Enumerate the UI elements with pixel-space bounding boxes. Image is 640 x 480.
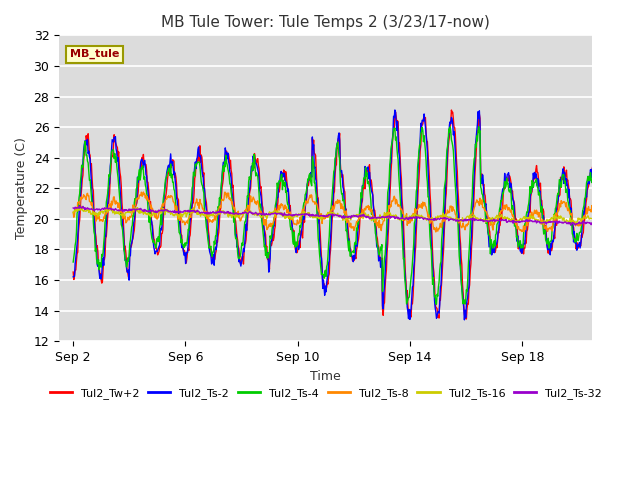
Line: Tul2_Ts-2: Tul2_Ts-2 — [73, 110, 593, 320]
Tul2_Ts-16 — [69, 210, 77, 216]
Tul2_Ts-16 — [385, 211, 393, 217]
Tul2_Ts-4 — [385, 186, 392, 192]
Tul2_Ts-2 — [465, 286, 472, 292]
Y-axis label: Temperature (C): Temperature (C) — [15, 137, 28, 239]
Tul2_Ts-16 — [102, 205, 109, 211]
Tul2_Ts-16 — [540, 221, 548, 227]
Tul2_Ts-4 — [101, 219, 109, 225]
Tul2_Ts-2 — [101, 233, 109, 239]
Tul2_Ts-2 — [461, 317, 468, 323]
Tul2_Ts-32 — [401, 216, 408, 222]
Text: MB_tule: MB_tule — [70, 49, 119, 60]
Tul2_Ts-32 — [589, 221, 596, 227]
Tul2_Ts-16 — [517, 216, 525, 222]
Tul2_Tw+2 — [371, 207, 379, 213]
Tul2_Ts-4 — [69, 259, 77, 265]
Tul2_Ts-16 — [401, 216, 408, 222]
Tul2_Ts-2 — [69, 274, 77, 280]
Line: Tul2_Ts-32: Tul2_Ts-32 — [73, 206, 593, 225]
Tul2_Ts-4 — [433, 301, 440, 307]
Tul2_Ts-2 — [518, 250, 525, 256]
Tul2_Ts-8 — [518, 228, 525, 234]
Tul2_Ts-16 — [464, 213, 472, 219]
Tul2_Ts-4 — [464, 279, 472, 285]
Tul2_Ts-8 — [385, 203, 393, 208]
Tul2_Ts-4 — [589, 178, 596, 184]
Tul2_Ts-32 — [372, 215, 380, 221]
Tul2_Tw+2 — [385, 228, 392, 233]
Tul2_Ts-8 — [69, 209, 77, 215]
Tul2_Tw+2 — [69, 269, 77, 275]
Tul2_Ts-2 — [391, 107, 399, 113]
Tul2_Ts-32 — [567, 222, 575, 228]
Tul2_Ts-2 — [401, 266, 408, 272]
Tul2_Tw+2 — [589, 165, 596, 170]
Tul2_Ts-2 — [385, 212, 392, 217]
Tul2_Ts-4 — [400, 255, 408, 261]
Tul2_Tw+2 — [518, 250, 525, 256]
Tul2_Ts-4 — [475, 124, 483, 130]
Tul2_Ts-16 — [372, 215, 380, 221]
Tul2_Ts-16 — [77, 203, 85, 209]
Tul2_Ts-8 — [432, 229, 440, 235]
Line: Tul2_Ts-8: Tul2_Ts-8 — [73, 192, 593, 232]
Tul2_Ts-32 — [464, 216, 472, 222]
Tul2_Tw+2 — [447, 107, 455, 113]
Tul2_Ts-32 — [77, 203, 84, 209]
Tul2_Ts-8 — [101, 211, 109, 216]
Tul2_Tw+2 — [101, 253, 109, 259]
Tul2_Ts-2 — [589, 167, 596, 173]
Title: MB Tule Tower: Tule Temps 2 (3/23/17-now): MB Tule Tower: Tule Temps 2 (3/23/17-now… — [161, 15, 490, 30]
Tul2_Tw+2 — [465, 301, 472, 307]
Tul2_Tw+2 — [400, 234, 408, 240]
Tul2_Ts-8 — [401, 217, 408, 223]
Tul2_Ts-2 — [371, 222, 379, 228]
Tul2_Ts-16 — [589, 216, 596, 222]
Legend: Tul2_Tw+2, Tul2_Ts-2, Tul2_Ts-4, Tul2_Ts-8, Tul2_Ts-16, Tul2_Ts-32: Tul2_Tw+2, Tul2_Ts-2, Tul2_Ts-4, Tul2_Ts… — [45, 383, 606, 403]
Tul2_Ts-32 — [385, 214, 393, 219]
Tul2_Ts-32 — [517, 219, 525, 225]
Line: Tul2_Tw+2: Tul2_Tw+2 — [73, 110, 593, 319]
Tul2_Ts-8 — [372, 216, 380, 222]
Tul2_Ts-4 — [371, 219, 379, 225]
X-axis label: Time: Time — [310, 370, 341, 383]
Tul2_Ts-8 — [589, 206, 596, 212]
Tul2_Ts-32 — [69, 205, 77, 211]
Tul2_Ts-4 — [518, 243, 525, 249]
Tul2_Ts-8 — [140, 189, 147, 195]
Line: Tul2_Ts-16: Tul2_Ts-16 — [73, 206, 593, 224]
Tul2_Ts-32 — [102, 206, 109, 212]
Tul2_Ts-8 — [465, 221, 472, 227]
Line: Tul2_Ts-4: Tul2_Ts-4 — [73, 127, 593, 304]
Tul2_Tw+2 — [406, 316, 413, 322]
